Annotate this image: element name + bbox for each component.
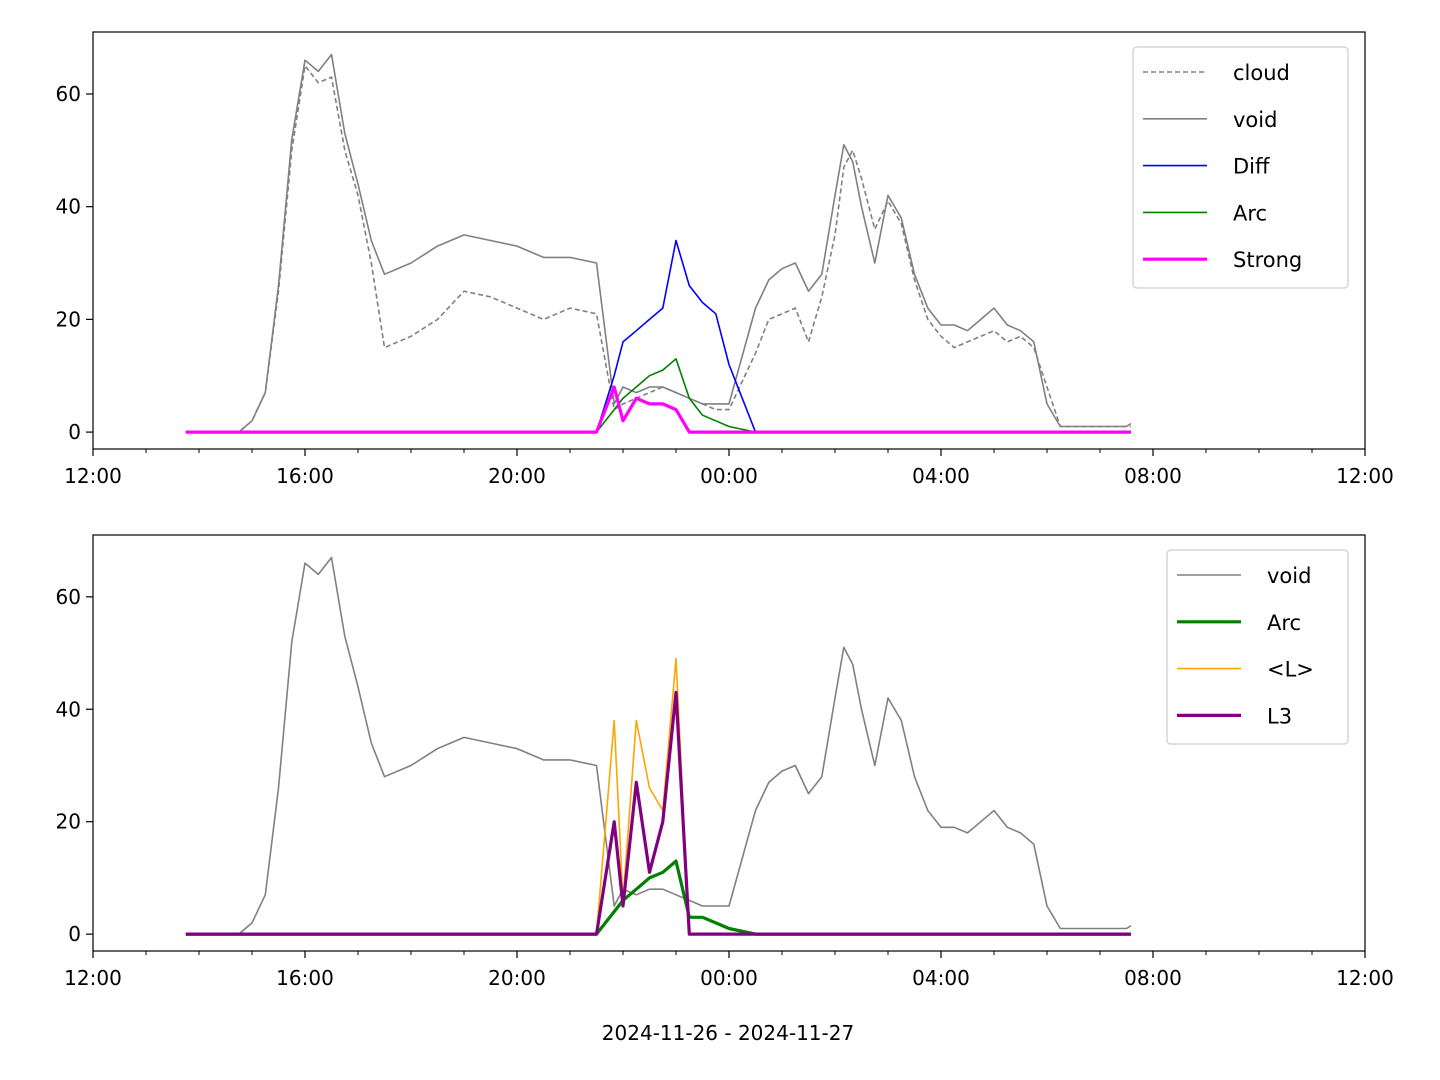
top-chart: 0 20 40 60 12:00 16:00 20:00 00:00 04:00 08:00 12:… bbox=[56, 31, 1394, 488]
x-tick-label: 12:00 bbox=[1336, 966, 1394, 990]
x-tick-label: 08:00 bbox=[1124, 464, 1182, 488]
bottom-chart: 0 20 40 60 12:00 16:00 20:00 00:00 04:00 08:00 12:… bbox=[56, 534, 1394, 990]
legend-box bbox=[1166, 549, 1349, 745]
series-line-l3 bbox=[185, 690, 1131, 936]
legend: cloud void Diff Arc Strong bbox=[1132, 46, 1349, 289]
legend-label: void bbox=[1233, 108, 1277, 132]
legend-label: Diff bbox=[1233, 155, 1270, 179]
x-tick-label: 08:00 bbox=[1124, 966, 1182, 990]
legend-label: L3 bbox=[1267, 704, 1292, 728]
x-tick-label: 04:00 bbox=[912, 464, 970, 488]
series-line-strong bbox=[185, 385, 1131, 434]
series-line-cloud bbox=[185, 65, 1131, 433]
x-tick-label: 16:00 bbox=[276, 966, 334, 990]
x-tick-label: 20:00 bbox=[488, 966, 546, 990]
x-tick-label: 12:00 bbox=[64, 966, 122, 990]
legend-label: <L> bbox=[1267, 658, 1314, 682]
x-tick-label: 00:00 bbox=[700, 464, 758, 488]
x-tick-label: 12:00 bbox=[1336, 464, 1394, 488]
y-tick-label: 0 bbox=[68, 922, 81, 946]
x-tick-label: 04:00 bbox=[912, 966, 970, 990]
y-tick-label: 20 bbox=[56, 307, 81, 331]
y-tick-label: 0 bbox=[68, 420, 81, 444]
legend-label: cloud bbox=[1233, 61, 1290, 85]
y-tick-label: 40 bbox=[56, 195, 81, 219]
x-tick-label: 20:00 bbox=[488, 464, 546, 488]
legend-box bbox=[1132, 46, 1349, 289]
series-line-void bbox=[185, 53, 1132, 433]
series-group bbox=[185, 53, 1132, 434]
x-tick-label: 00:00 bbox=[700, 966, 758, 990]
series-group bbox=[185, 556, 1132, 936]
series-line-void bbox=[185, 556, 1132, 935]
y-tick-label: 20 bbox=[56, 810, 81, 834]
y-tick-label: 60 bbox=[56, 585, 81, 609]
legend-label: Strong bbox=[1233, 248, 1302, 272]
legend-label: void bbox=[1267, 564, 1311, 588]
y-tick-label: 60 bbox=[56, 82, 81, 106]
x-axis-label: 2024-11-26 - 2024-11-27 bbox=[602, 1021, 854, 1045]
x-tick-label: 12:00 bbox=[64, 464, 122, 488]
y-tick-label: 40 bbox=[56, 697, 81, 721]
x-tick-label: 16:00 bbox=[276, 464, 334, 488]
legend-label: Arc bbox=[1233, 201, 1267, 225]
legend-label: Arc bbox=[1267, 611, 1301, 635]
legend: void Arc <L> L3 bbox=[1166, 549, 1349, 745]
